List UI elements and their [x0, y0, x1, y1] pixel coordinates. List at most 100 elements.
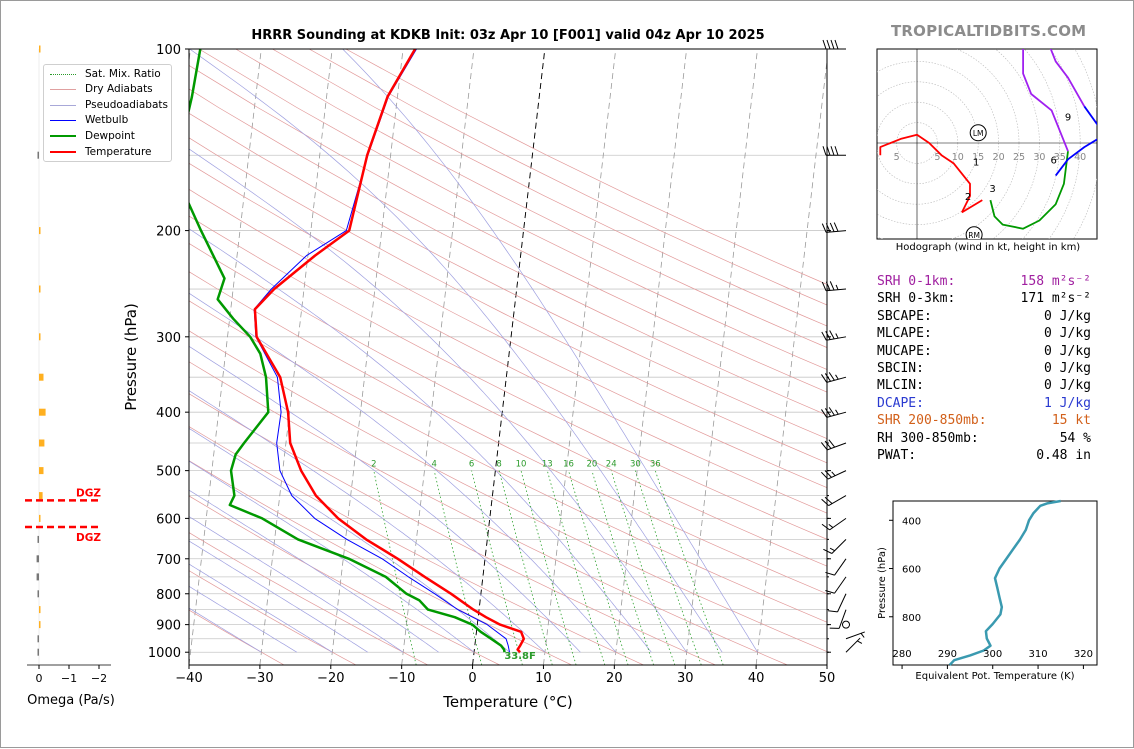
calm-marker [843, 621, 850, 628]
isotherm-gridline [331, 49, 403, 665]
dgz-label: DGZ [76, 487, 101, 499]
y-tick-label: 1000 [148, 646, 181, 661]
hodograph-ring-label: 20 [993, 152, 1005, 163]
omega-tick-label: −2 [91, 672, 107, 685]
skewt-frame [189, 49, 827, 665]
wind-barb [825, 559, 846, 575]
wind-barb [846, 632, 865, 639]
stat-label: SRH 0-3km: [877, 290, 1007, 307]
stat-label: MUCAPE: [877, 343, 1007, 360]
x-tick-label: 50 [819, 671, 836, 686]
theta-e-x-title: Equivalent Pot. Temperature (K) [915, 671, 1074, 682]
omega-bar [39, 374, 44, 381]
barb-half [829, 524, 833, 527]
stat-value: 15 kt [1007, 412, 1091, 429]
stat-row: DCAPE:1 J/kg [877, 395, 1091, 412]
stat-value: 0 J/kg [1007, 377, 1091, 394]
mixing-ratio-line [592, 471, 654, 665]
stat-row: RH 300-850mb:54 % [877, 430, 1091, 447]
barb-staff [827, 443, 846, 450]
stat-row: SHR 200-850mb:15 kt [877, 412, 1091, 429]
barb-flag [831, 146, 834, 155]
mixing-ratio-label: 4 [431, 460, 436, 470]
y-tick-label: 100 [156, 43, 181, 58]
barb-flag [829, 440, 835, 447]
mixing-ratio-label: 8 [496, 460, 501, 470]
wind-barb [822, 496, 846, 506]
x-tick-label: 10 [535, 671, 552, 686]
barb-staff [846, 638, 860, 652]
theta-e-y-tick-label: 800 [902, 613, 921, 624]
barb-staff [835, 577, 846, 593]
x-tick-label: −10 [388, 671, 415, 686]
barb-flag [831, 40, 834, 49]
hodograph-height-label: 1 [973, 157, 979, 168]
stat-value: 0 J/kg [1007, 308, 1091, 325]
wind-barb [823, 40, 846, 49]
x-tick-label: −30 [246, 671, 273, 686]
mixing-ratio-label: 6 [469, 460, 474, 470]
legend-label: Dry Adiabats [85, 83, 153, 95]
theta-e-x-tick-label: 280 [893, 649, 912, 660]
theta-e-x-tick-label: 300 [983, 649, 1002, 660]
barb-flag [822, 332, 827, 340]
y-tick-label: 700 [156, 553, 181, 568]
stat-value: 171 m²s⁻² [1007, 290, 1091, 307]
barb-half [861, 633, 864, 637]
stat-value: 1 J/kg [1007, 395, 1091, 412]
mixing-ratio-label: 16 [563, 460, 574, 470]
temperature-line [255, 49, 524, 652]
omega-bar [39, 333, 41, 340]
stat-label: SBCAPE: [877, 308, 1007, 325]
omega-bar [39, 286, 41, 293]
stat-label: DCAPE: [877, 395, 1007, 412]
mixing-ratio-line [655, 471, 723, 665]
stat-label: RH 300-850mb: [877, 430, 1007, 447]
wind-barb [821, 440, 846, 450]
hodograph-ring-label: 5 [894, 152, 900, 163]
mixing-ratio-label: 36 [650, 460, 661, 470]
zero-isotherm [473, 49, 545, 665]
hodograph-frame [877, 49, 1097, 239]
dewpoint-line [175, 49, 505, 652]
y-tick-label: 500 [156, 465, 181, 480]
barb-flag [825, 441, 831, 448]
theta-e-x-tick-label: 320 [1074, 649, 1093, 660]
legend-item-pseudoadiabats: Pseudoadiabats [50, 98, 168, 112]
legend-item-wetbulb: Wetbulb [50, 113, 128, 127]
omega-bar [39, 440, 44, 447]
mixing-ratio-label: 24 [606, 460, 617, 470]
omega-bar [37, 555, 39, 562]
omega-bar [38, 649, 40, 656]
omega-bar [38, 152, 40, 159]
hodograph-caption: Hodograph (wind in kt, height in km) [877, 242, 1099, 253]
stat-value: 0 J/kg [1007, 360, 1091, 377]
theta-e-y-tick-label: 600 [902, 565, 921, 576]
y-tick-label: 900 [156, 619, 181, 634]
stat-row: SBCIN:0 J/kg [877, 360, 1091, 377]
stat-row: MUCAPE:0 J/kg [877, 343, 1091, 360]
stat-row: PWAT:0.48 in [877, 447, 1091, 464]
isotherm-gridline [260, 49, 332, 665]
barb-flag [835, 146, 838, 155]
x-axis-title: Temperature (°C) [442, 693, 572, 711]
mixing-ratio-label: 2 [371, 460, 376, 470]
hodograph-ring-label: 10 [952, 152, 964, 163]
mixing-ratio-line [521, 471, 576, 665]
hodograph-height-label: 9 [1065, 113, 1071, 124]
wetbulb-line [254, 49, 509, 652]
y-tick-label: 200 [156, 225, 181, 240]
barb-flag [821, 374, 826, 382]
barb-half [830, 548, 835, 550]
omega-bar [39, 606, 41, 613]
legend-label: Dewpoint [85, 130, 135, 142]
hodograph-height-label: 3 [989, 184, 995, 195]
omega-bar [39, 46, 41, 53]
omega-tick-label: −1 [61, 672, 77, 685]
omega-bar [39, 409, 46, 416]
barb-flag [829, 407, 834, 415]
isotherm-gridline [543, 49, 615, 665]
mixing-ratio-label: 30 [630, 460, 641, 470]
